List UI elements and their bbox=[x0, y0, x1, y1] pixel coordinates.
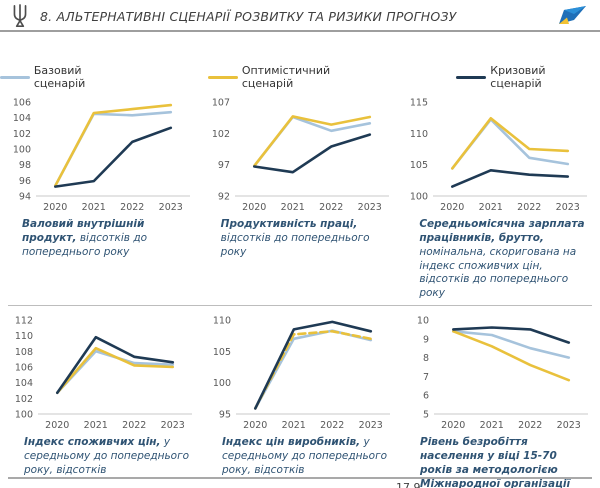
caption-ppi-rest: у середньому до попереднього року, відсо… bbox=[222, 436, 388, 476]
svg-text:2020: 2020 bbox=[440, 202, 464, 213]
charts-row-2: 100 102 104 106 108 110 112 2020 2021 2022 2023 95… bbox=[8, 312, 592, 488]
svg-text:2021: 2021 bbox=[280, 202, 304, 213]
svg-text:92: 92 bbox=[218, 192, 230, 203]
svg-text:2022: 2022 bbox=[518, 420, 542, 431]
svg-text:9: 9 bbox=[423, 334, 429, 345]
slide-header: 8. АЛЬТЕРНАТИВНІ СЦЕНАРІЇ РОЗВИТКУ ТА РИ… bbox=[0, 0, 600, 32]
svg-text:98: 98 bbox=[19, 160, 31, 171]
chart-wage: 100 105 110 115 2020 2021 2022 2023 bbox=[403, 94, 594, 216]
legend-label-crisis: Кризовий сценарій bbox=[490, 64, 546, 90]
svg-text:2022: 2022 bbox=[517, 202, 541, 213]
chart-productivity: 92 97 102 107 2020 2021 2022 2023 bbox=[205, 94, 396, 216]
svg-text:102: 102 bbox=[15, 394, 33, 405]
svg-text:100: 100 bbox=[410, 192, 428, 203]
svg-text:97: 97 bbox=[218, 160, 230, 171]
svg-text:6: 6 bbox=[423, 391, 429, 402]
svg-text:2020: 2020 bbox=[45, 420, 69, 431]
svg-text:2023: 2023 bbox=[159, 202, 183, 213]
svg-text:95: 95 bbox=[219, 410, 231, 421]
svg-text:5: 5 bbox=[423, 410, 429, 421]
svg-text:94: 94 bbox=[19, 192, 31, 203]
svg-text:110: 110 bbox=[410, 129, 428, 140]
legend-item-crisis: Кризовий сценарій bbox=[456, 64, 600, 90]
svg-text:110: 110 bbox=[15, 331, 33, 342]
svg-text:2022: 2022 bbox=[120, 202, 144, 213]
svg-text:2021: 2021 bbox=[479, 202, 503, 213]
svg-text:2021: 2021 bbox=[282, 420, 306, 431]
legend-item-base: Базовий сценарій bbox=[0, 64, 136, 90]
ukraine-trident-icon bbox=[13, 4, 27, 27]
svg-text:2023: 2023 bbox=[359, 420, 383, 431]
legend-swatch-base bbox=[0, 75, 30, 79]
chart-legend: Базовий сценарій Оптимістичний сценарій … bbox=[0, 64, 600, 90]
svg-text:2020: 2020 bbox=[242, 202, 266, 213]
bottom-divider bbox=[8, 477, 592, 479]
svg-text:105: 105 bbox=[410, 160, 428, 171]
svg-text:100: 100 bbox=[15, 410, 33, 421]
svg-text:2022: 2022 bbox=[320, 420, 344, 431]
section-divider: 100 102 104 106 108 110 112 2020 2021 2022 2023 95… bbox=[8, 305, 592, 488]
svg-text:2021: 2021 bbox=[82, 202, 106, 213]
svg-text:2021: 2021 bbox=[480, 420, 504, 431]
chart-ppi: 95 100 105 110 2020 2021 2022 2023 bbox=[206, 312, 396, 434]
caption-wage-rest: номінальна, скоригована на індекс спожив… bbox=[419, 245, 577, 300]
legend-label-optimistic: Оптимістичний сценарій bbox=[241, 64, 331, 90]
svg-text:100: 100 bbox=[13, 145, 31, 156]
legend-swatch-optimistic bbox=[207, 75, 238, 79]
svg-text:2023: 2023 bbox=[161, 420, 185, 431]
svg-text:96: 96 bbox=[19, 176, 31, 187]
caption-ppi-bold: Індекс цін виробників, bbox=[222, 436, 361, 449]
svg-text:2021: 2021 bbox=[84, 420, 108, 431]
chart-cpi: 100 102 104 106 108 110 112 2020 2021 2022 2023 bbox=[8, 312, 198, 434]
caption-gdp-rest: відсотків до попереднього року bbox=[22, 231, 148, 258]
svg-text:10: 10 bbox=[417, 316, 429, 327]
caption-unemployment: Рівень безробіття населення у віці 15-70… bbox=[404, 434, 594, 488]
svg-text:2020: 2020 bbox=[441, 420, 465, 431]
caption-cpi-bold: Індекс споживчих цін, bbox=[24, 436, 161, 449]
svg-text:2023: 2023 bbox=[557, 420, 581, 431]
svg-text:2020: 2020 bbox=[243, 420, 267, 431]
svg-text:2023: 2023 bbox=[556, 202, 580, 213]
svg-text:104: 104 bbox=[13, 113, 31, 124]
svg-text:106: 106 bbox=[13, 98, 31, 109]
chart-unemployment: 5 6 7 8 9 10 2020 2021 2022 2023 bbox=[404, 312, 594, 434]
svg-text:100: 100 bbox=[213, 378, 231, 389]
svg-text:2023: 2023 bbox=[357, 202, 381, 213]
caption-wage: Середньомісячна зарплата працівників, бр… bbox=[403, 216, 594, 305]
ministry-logo-icon bbox=[559, 6, 586, 24]
clipped-footer-text: 17,9 bbox=[396, 481, 421, 488]
svg-text:112: 112 bbox=[15, 316, 33, 327]
legend-item-optimistic: Оптимістичний сценарій bbox=[207, 64, 384, 90]
svg-text:106: 106 bbox=[15, 363, 33, 374]
legend-swatch-crisis bbox=[456, 75, 487, 79]
svg-text:2020: 2020 bbox=[43, 202, 67, 213]
svg-text:102: 102 bbox=[13, 129, 31, 140]
caption-productivity: Продуктивність праці, відсотків до попер… bbox=[205, 216, 396, 305]
svg-text:110: 110 bbox=[213, 316, 231, 327]
caption-wage-bold: Середньомісячна зарплата працівників, бр… bbox=[419, 218, 585, 244]
caption-cpi: Індекс споживчих цін, у середньому до по… bbox=[8, 434, 198, 488]
caption-ppi: Індекс цін виробників, у середньому до п… bbox=[206, 434, 396, 488]
svg-text:108: 108 bbox=[15, 347, 33, 358]
svg-text:2022: 2022 bbox=[122, 420, 146, 431]
caption-productivity-rest: відсотків до попереднього року bbox=[220, 231, 370, 258]
svg-text:7: 7 bbox=[423, 372, 429, 383]
svg-text:107: 107 bbox=[212, 98, 230, 109]
svg-text:105: 105 bbox=[213, 347, 231, 358]
charts-row-1: 94 96 98 100 102 104 106 2020 2021 2022 2023 92 97 1… bbox=[0, 94, 600, 305]
svg-text:115: 115 bbox=[410, 98, 428, 109]
caption-unemployment-bold: Рівень безробіття населення у віці 15-70… bbox=[420, 436, 571, 488]
svg-text:2022: 2022 bbox=[319, 202, 343, 213]
legend-label-base: Базовий сценарій bbox=[33, 64, 86, 90]
svg-text:8: 8 bbox=[423, 353, 429, 364]
svg-text:104: 104 bbox=[15, 378, 33, 389]
caption-cpi-rest: у середньому до попереднього року, відсо… bbox=[24, 436, 190, 476]
caption-gdp-bold: Валовий внутрішній продукт, bbox=[22, 218, 145, 244]
caption-gdp: Валовий внутрішній продукт, відсотків до… bbox=[6, 216, 197, 305]
chart-gdp: 94 96 98 100 102 104 106 2020 2021 2022 2023 bbox=[6, 94, 197, 216]
page-title: 8. АЛЬТЕРНАТИВНІ СЦЕНАРІЇ РОЗВИТКУ ТА РИ… bbox=[40, 8, 457, 24]
caption-productivity-bold: Продуктивність праці, bbox=[220, 218, 358, 230]
svg-text:102: 102 bbox=[212, 129, 230, 140]
